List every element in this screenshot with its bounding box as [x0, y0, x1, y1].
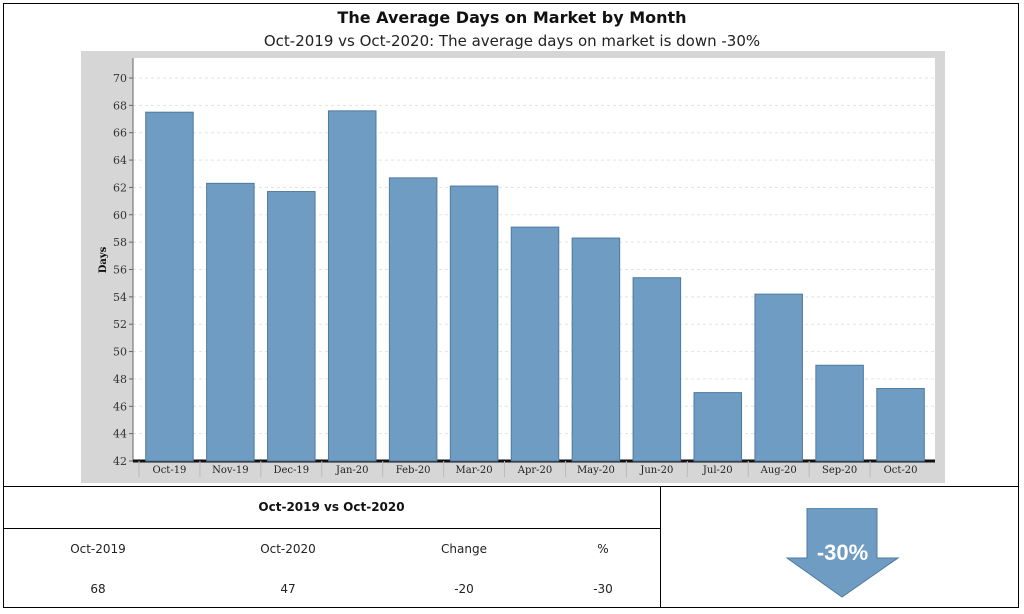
summary-col-change-header: Change [441, 542, 487, 556]
summary-table-title: Oct-2019 vs Oct-2020 [258, 500, 405, 514]
y-tick-label: 42 [113, 455, 127, 468]
y-axis-label: Days [98, 246, 109, 273]
percent-change-indicator: -30% [816, 540, 869, 565]
x-tick-label: Jan-20 [335, 465, 369, 476]
summary-percent-value: -30 [593, 582, 613, 596]
bar-oct-20 [876, 388, 925, 462]
chart-subtitle: Oct-2019 vs Oct-2020: The average days o… [263, 32, 761, 50]
section-divider [3, 486, 1019, 487]
bar-oct-19 [145, 111, 194, 462]
summary-change-value: -20 [454, 582, 474, 596]
bar-nov-19 [206, 182, 255, 462]
summary-col-oct2019-header: Oct-2019 [70, 542, 126, 556]
x-tick-label: May-20 [577, 465, 615, 476]
y-tick-label: 54 [113, 291, 127, 304]
x-tick-label: Dec-19 [273, 465, 309, 476]
y-tick-label: 46 [113, 400, 127, 413]
y-tick-label: 70 [113, 72, 127, 85]
summary-oct2020-value: 47 [280, 582, 296, 596]
chart-title: The Average Days on Market by Month [337, 8, 687, 27]
bar-sep-20 [815, 364, 864, 462]
y-tick-label: 68 [113, 99, 127, 112]
column-divider [660, 486, 661, 608]
y-tick-label: 62 [113, 181, 127, 194]
table-header-divider [3, 528, 660, 529]
x-tick-label: Feb-20 [396, 465, 431, 476]
y-tick-label: 56 [113, 264, 127, 277]
bar-mar-20 [449, 185, 499, 462]
report-frame [3, 3, 1019, 608]
x-tick-label: Sep-20 [822, 465, 857, 476]
x-tick-label: Mar-20 [456, 465, 493, 476]
x-tick-label: Jun-20 [639, 465, 673, 476]
down-arrow-icon [785, 508, 900, 598]
bar-dec-19 [267, 191, 316, 462]
y-tick-label: 64 [113, 154, 127, 167]
y-tick-label: 50 [113, 346, 127, 359]
bar-jan-20 [327, 110, 377, 462]
summary-col-percent-header: % [597, 542, 609, 556]
y-tick-label: 60 [113, 209, 127, 222]
bar-feb-20 [388, 177, 438, 462]
x-tick-label: Nov-19 [212, 465, 249, 476]
y-tick-label: 66 [113, 127, 127, 140]
y-tick-label: 52 [113, 318, 127, 331]
summary-oct2019-value: 68 [90, 582, 106, 596]
bar-jun-20 [632, 277, 682, 462]
bar-may-20 [571, 237, 621, 462]
y-tick-label: 48 [113, 373, 127, 386]
bar-aug-20 [754, 293, 803, 462]
summary-col-oct2020-header: Oct-2020 [260, 542, 316, 556]
x-tick-label: Oct-19 [153, 465, 187, 476]
x-tick-label: Aug-20 [760, 465, 797, 476]
y-tick-label: 58 [113, 236, 127, 249]
x-tick-label: Apr-20 [517, 465, 553, 476]
bar-apr-20 [510, 226, 560, 462]
bar-chart: 42 44 46 48 50 52 54 56 58 60 62 64 66 68 70 Days Oct-19… [98, 58, 935, 477]
x-tick-label: Jul-20 [702, 465, 733, 476]
x-tick-label: Oct-20 [884, 465, 918, 476]
y-tick-label: 44 [113, 428, 127, 441]
bar-jul-20 [693, 392, 743, 462]
